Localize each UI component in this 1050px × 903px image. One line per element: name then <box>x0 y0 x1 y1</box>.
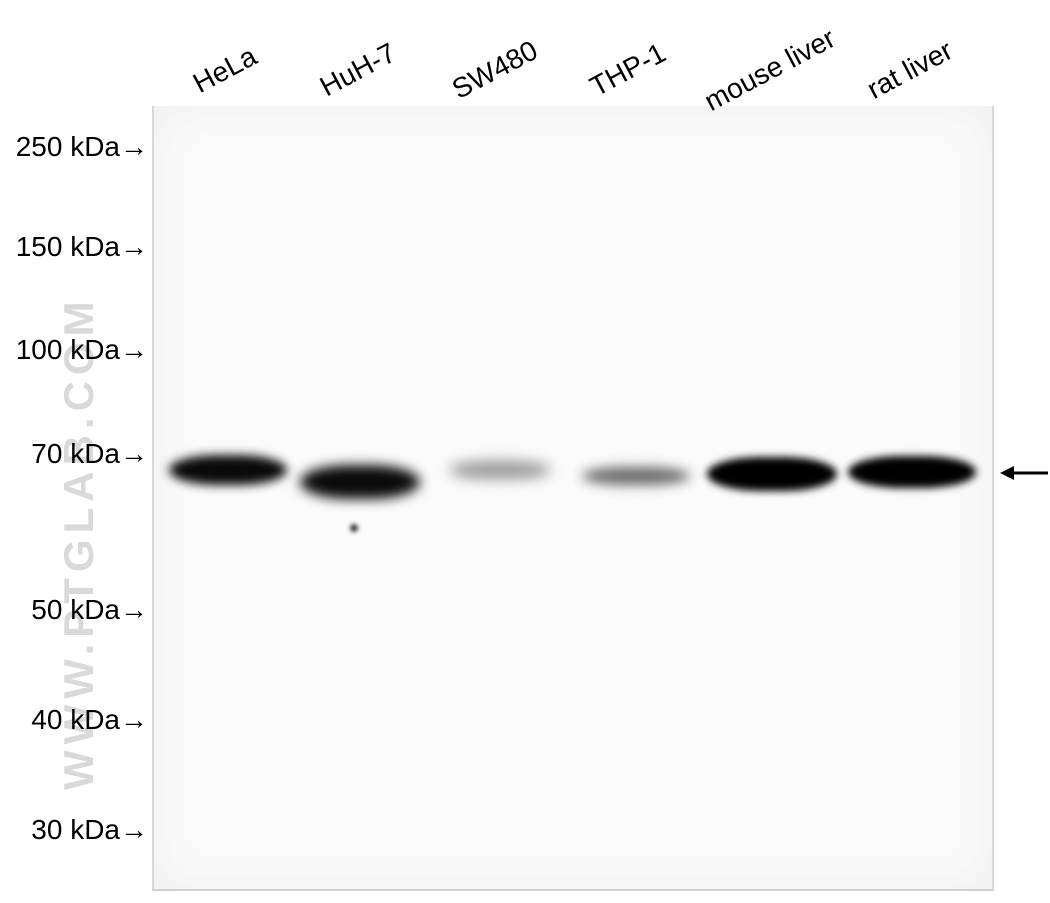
band <box>449 461 551 479</box>
lane-label: mouse liver <box>699 22 840 117</box>
mw-marker-label: 150 kDa→ <box>0 231 148 263</box>
target-band-arrow <box>1000 461 1050 485</box>
western-blot-figure: WWW.PTGLAB.COM HeLa HuH-7 SW480 THP-1 mouse … <box>0 0 1050 903</box>
lane-label: THP-1 <box>585 37 671 103</box>
mw-marker-label: 250 kDa→ <box>0 131 148 163</box>
mw-marker-label: 40 kDa→ <box>0 704 148 736</box>
band <box>300 465 420 499</box>
band <box>707 457 837 491</box>
band <box>848 456 976 488</box>
lane-label: HeLa <box>188 40 262 100</box>
band <box>169 455 287 485</box>
mw-marker-label: 30 kDa→ <box>0 814 148 846</box>
mw-marker-label: 70 kDa→ <box>0 438 148 470</box>
gel-area <box>152 106 994 891</box>
lane-label: rat liver <box>862 34 958 105</box>
mw-marker-label: 100 kDa→ <box>0 334 148 366</box>
lane-label: SW480 <box>447 34 543 105</box>
lane-label: HuH-7 <box>315 37 401 103</box>
band <box>582 467 690 485</box>
watermark-text: WWW.PTGLAB.COM <box>55 170 103 790</box>
band <box>350 524 358 532</box>
mw-marker-label: 50 kDa→ <box>0 594 148 626</box>
